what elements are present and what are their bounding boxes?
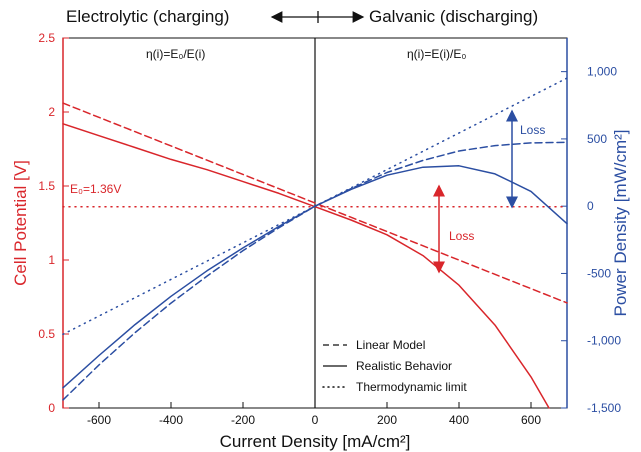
y-tick-label: 0.5 — [38, 327, 55, 341]
x-tick-label: -400 — [159, 413, 183, 427]
eta-left-equation: η(i)=E₀/E(i) — [146, 47, 205, 61]
x-tick-label: 600 — [521, 413, 541, 427]
legend-label-linear: Linear Model — [356, 338, 425, 352]
x-axis-title: Current Density [mA/cm²] — [220, 432, 411, 451]
y2-tick-label: -500 — [587, 266, 611, 280]
potential-realistic-line — [62, 123, 550, 409]
y2-axis-title: Power Density [mW/cm²] — [611, 129, 630, 316]
legend: Linear Model Realistic Behavior Thermody… — [322, 338, 467, 394]
y2-tick-label: 500 — [587, 132, 607, 146]
y-tick-label: 1.5 — [38, 179, 55, 193]
power-thermodynamic-line — [62, 77, 568, 336]
header-left-label: Electrolytic (charging) — [66, 7, 229, 26]
x-tick-label: -600 — [87, 413, 111, 427]
header-right-label: Galvanic (discharging) — [369, 7, 538, 26]
x-tick-label: 200 — [377, 413, 397, 427]
legend-label-thermo: Thermodynamic limit — [356, 380, 467, 394]
y2-tick-label: -1,500 — [587, 401, 621, 415]
y-tick-label: 1 — [48, 253, 55, 267]
x-tick-label: 0 — [312, 413, 319, 427]
y-tick-label: 0 — [48, 401, 55, 415]
y-tick-label: 2 — [48, 105, 55, 119]
potential-loss-label: Loss — [449, 229, 474, 243]
x-tick-label: -200 — [231, 413, 255, 427]
power-loss-label: Loss — [520, 123, 545, 137]
e0-label: E₀=1.36V — [70, 182, 121, 196]
y-axis-title: Cell Potential [V] — [11, 160, 30, 286]
y2-tick-label: 1,000 — [587, 65, 617, 79]
y2-tick-label: 0 — [587, 199, 594, 213]
potential-linear-model-line — [62, 102, 568, 304]
eta-right-equation: η(i)=E(i)/E₀ — [407, 47, 466, 61]
x-tick-label: 400 — [449, 413, 469, 427]
legend-label-realistic: Realistic Behavior — [356, 359, 452, 373]
y2-tick-label: -1,000 — [587, 334, 621, 348]
y-tick-label: 2.5 — [38, 31, 55, 45]
